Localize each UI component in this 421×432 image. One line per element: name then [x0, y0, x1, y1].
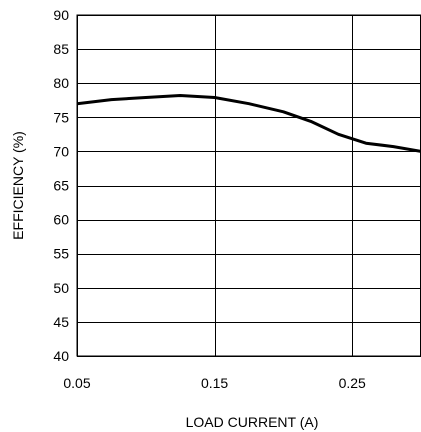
- y-axis-title: EFFICIENCY (%): [10, 131, 26, 240]
- series-group: [76, 94, 421, 153]
- efficiency-curve-line: [76, 94, 421, 153]
- y-tick-label: 65: [53, 178, 69, 194]
- y-tick-label: 60: [53, 212, 69, 228]
- y-tick-label: 90: [53, 7, 69, 23]
- y-tick-label: 40: [53, 348, 69, 364]
- x-axis-title: LOAD CURRENT (A): [186, 414, 319, 430]
- y-tick-label: 70: [53, 143, 69, 159]
- y-tick-label: 45: [53, 314, 69, 330]
- grid: [77, 15, 421, 357]
- y-tick-label: 85: [53, 41, 69, 57]
- y-tick-label: 80: [53, 75, 69, 91]
- plot-area-frame: [76, 14, 421, 357]
- y-tick-label: 75: [53, 109, 69, 125]
- y-axis-tick-labels: 40 45 50 55 60 65 70 75 80 85 90: [53, 7, 69, 364]
- x-tick-label: 0.25: [339, 375, 366, 391]
- y-tick-label: 55: [53, 246, 69, 262]
- x-tick-label: 0.05: [63, 375, 90, 391]
- y-tick-label: 50: [53, 280, 69, 296]
- x-axis-tick-labels: 0.05 0.15 0.25: [63, 375, 366, 391]
- x-tick-label: 0.15: [201, 375, 228, 391]
